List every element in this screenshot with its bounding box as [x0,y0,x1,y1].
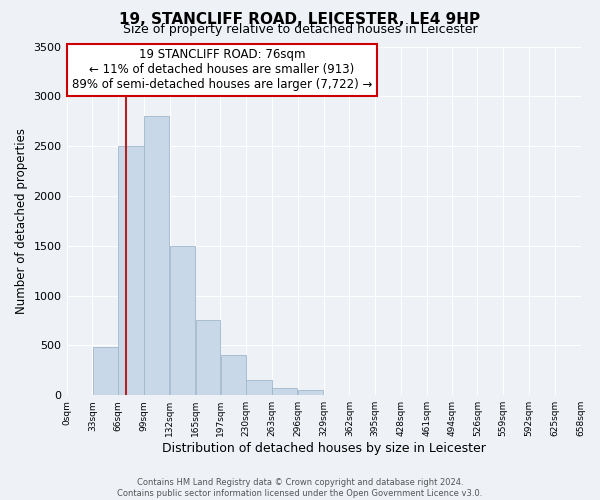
Text: Contains HM Land Registry data © Crown copyright and database right 2024.
Contai: Contains HM Land Registry data © Crown c… [118,478,482,498]
X-axis label: Distribution of detached houses by size in Leicester: Distribution of detached houses by size … [161,442,485,455]
Bar [196,320,220,395]
Text: 19 STANCLIFF ROAD: 76sqm
← 11% of detached houses are smaller (913)
89% of semi-: 19 STANCLIFF ROAD: 76sqm ← 11% of detach… [71,48,372,91]
Bar [298,390,323,395]
Text: Size of property relative to detached houses in Leicester: Size of property relative to detached ho… [122,22,478,36]
Bar [221,356,246,395]
Bar [247,380,272,395]
Bar [272,388,298,395]
Bar [170,246,195,395]
Text: 19, STANCLIFF ROAD, LEICESTER, LE4 9HP: 19, STANCLIFF ROAD, LEICESTER, LE4 9HP [119,12,481,28]
Bar [144,116,169,395]
Bar [118,146,143,395]
Bar [92,348,118,395]
Y-axis label: Number of detached properties: Number of detached properties [15,128,28,314]
